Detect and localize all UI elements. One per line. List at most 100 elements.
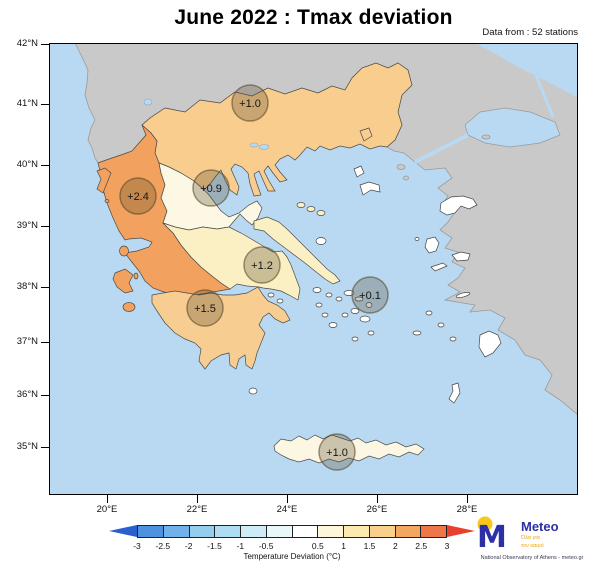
station-value-peloponnese: +1.5 xyxy=(194,303,216,315)
colorbar-segment xyxy=(138,526,163,537)
lon-tick-label: 24°E xyxy=(276,504,298,515)
lat-tick xyxy=(41,395,49,396)
lon-tick-label: 22°E xyxy=(186,504,208,515)
station-value-crete: +1.0 xyxy=(326,447,348,459)
lat-tick xyxy=(41,226,49,227)
island-lefkada xyxy=(119,245,129,257)
bosphorus-strait xyxy=(534,74,555,118)
island-lesbos xyxy=(439,195,478,216)
meteo-logo: M Meteo Όλα για τον καιρό National Obser… xyxy=(476,516,588,561)
island-thasos xyxy=(359,127,373,142)
station-count-note: Data from : 52 stations xyxy=(482,27,578,38)
dardanelles-strait xyxy=(414,133,469,164)
lon-tick xyxy=(197,495,198,503)
greece-map: +1.0 +2.4 +0.9 +1.2 +0.1 +1.5 +1.0 xyxy=(49,42,579,495)
island-karpathos xyxy=(448,382,461,404)
map-area: +1.0 +2.4 +0.9 +1.2 +0.1 +1.5 +1.0 xyxy=(49,42,579,495)
region-euboea xyxy=(253,216,341,285)
region-central-greece xyxy=(162,222,301,301)
colorbar-tick-label: -2.5 xyxy=(155,541,171,551)
colorbar-tick-label: -2 xyxy=(184,541,193,551)
station-value-aegean-islands: +0.1 xyxy=(359,290,381,302)
colorbar-segment xyxy=(162,526,189,537)
island-samothrace xyxy=(353,165,365,178)
colorbar-tick-label: 3 xyxy=(444,541,450,551)
island-samos xyxy=(451,251,471,262)
lat-tick-label: 42°N xyxy=(16,38,38,49)
colorbar-segment xyxy=(394,526,421,537)
lat-tick xyxy=(41,342,49,343)
lat-tick-label: 41°N xyxy=(16,98,38,109)
island-paxi xyxy=(104,199,110,203)
lat-tick xyxy=(41,44,49,45)
island-alonissos xyxy=(316,210,326,216)
lat-tick-label: 40°N xyxy=(16,159,38,170)
lat-tick-label: 37°N xyxy=(16,336,38,347)
colorbar-left-arrow xyxy=(109,525,137,537)
lon-tick xyxy=(107,495,108,503)
colorbar-segment xyxy=(240,526,266,537)
colorbar-tick-label: -3 xyxy=(133,541,141,551)
svg-text:M: M xyxy=(477,520,507,552)
colorbar-tick-label: 2.5 xyxy=(415,541,428,551)
lon-tick-label: 26°E xyxy=(366,504,388,515)
lat-tick xyxy=(41,104,49,105)
station-circle-macedonia-thrace xyxy=(231,84,269,122)
station-circle-epirus xyxy=(119,177,157,215)
island-chios xyxy=(424,236,440,254)
lat-tick-label: 36°N xyxy=(16,389,38,400)
island-corfu xyxy=(96,167,112,194)
island-zakynthos xyxy=(122,302,136,312)
colorbar-segment xyxy=(343,526,369,537)
station-circle-thessaly xyxy=(192,169,230,207)
station-value-central-greece: +1.2 xyxy=(251,260,273,272)
lon-tick-label: 20°E xyxy=(96,504,118,515)
colorbar-caption: Temperature Deviation (°C) xyxy=(243,552,341,561)
island-kos xyxy=(455,292,471,298)
island-ithaki xyxy=(133,272,139,280)
turkish-islands xyxy=(396,134,491,181)
logo-brand: Meteo xyxy=(521,519,559,534)
region-macedonia-thrace xyxy=(141,62,413,197)
lon-tick xyxy=(467,495,468,503)
station-markers: +1.0 +2.4 +0.9 +1.2 +0.1 +1.5 +1.0 xyxy=(119,84,389,471)
colorbar-tick-label: -1 xyxy=(236,541,245,551)
island-limnos xyxy=(359,181,381,196)
lon-tick xyxy=(287,495,288,503)
map-frame xyxy=(49,43,578,495)
region-thessaly xyxy=(158,162,263,231)
colorbar-segment xyxy=(420,526,446,537)
lat-tick-label: 35°N xyxy=(16,441,38,452)
region-crete xyxy=(273,434,425,464)
colorbar-tick-label: 0.5 xyxy=(311,541,324,551)
station-value-epirus: +2.4 xyxy=(127,191,149,203)
lakes xyxy=(143,98,270,150)
cyclades-islands xyxy=(248,287,457,395)
station-circle-central-greece xyxy=(243,246,281,284)
lat-tick xyxy=(41,165,49,166)
lat-tick xyxy=(41,287,49,288)
island-ikaria xyxy=(430,262,448,272)
lat-tick xyxy=(41,447,49,448)
region-epirus xyxy=(97,124,231,296)
colorbar-segment xyxy=(291,526,318,537)
logo-subtitle: National Observatory of Athens - meteo.g… xyxy=(480,555,584,561)
island-psara xyxy=(414,237,420,241)
colorbar-segment xyxy=(368,526,395,537)
colorbar-tick-label: 1.5 xyxy=(363,541,376,551)
page-title: June 2022 : Tmax deviation xyxy=(174,6,453,29)
station-circle-aegean-islands xyxy=(351,276,389,314)
colorbar-segment xyxy=(265,526,292,537)
colorbar-segment xyxy=(214,526,240,537)
island-skyros xyxy=(315,237,327,245)
colorbar-segment xyxy=(317,526,343,537)
logo-tagline-1: Όλα για xyxy=(521,535,540,541)
colorbar-tick-label: 2 xyxy=(392,541,398,551)
colorbar-tick-label: -0.5 xyxy=(258,541,274,551)
black-sea xyxy=(475,43,578,98)
island-skiathos xyxy=(296,202,306,208)
island-skopelos xyxy=(306,206,316,212)
island-rhodes xyxy=(478,330,502,358)
lat-tick-label: 39°N xyxy=(16,220,38,231)
